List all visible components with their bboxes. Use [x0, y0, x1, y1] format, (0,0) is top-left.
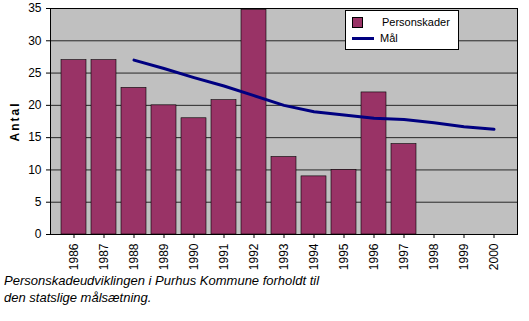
svg-text:1986: 1986	[67, 243, 81, 270]
svg-text:1991: 1991	[217, 243, 231, 270]
svg-text:15: 15	[28, 130, 42, 144]
svg-text:1998: 1998	[427, 243, 441, 270]
svg-text:20: 20	[28, 98, 42, 112]
svg-text:1997: 1997	[397, 243, 411, 270]
svg-text:1996: 1996	[367, 243, 381, 270]
svg-text:30: 30	[28, 34, 42, 48]
svg-text:2000: 2000	[487, 243, 501, 270]
svg-text:5: 5	[35, 195, 42, 209]
svg-text:0: 0	[35, 227, 42, 241]
svg-text:1993: 1993	[277, 243, 291, 270]
svg-text:1995: 1995	[337, 243, 351, 270]
svg-text:10: 10	[28, 163, 42, 177]
svg-text:Antal: Antal	[8, 102, 22, 142]
html-text:Personskadeudviklingen i Purhu: Personskadeudviklingen i Purhus Kommune …	[4, 273, 320, 305]
html-text:Personskader: Personskader	[382, 16, 450, 28]
svg-text:1989: 1989	[157, 243, 171, 270]
svg-text:1988: 1988	[127, 243, 141, 270]
svg-text:1994: 1994	[307, 243, 321, 270]
html-text:Mål: Mål	[380, 32, 398, 44]
svg-text:25: 25	[28, 66, 42, 80]
svg-text:1999: 1999	[457, 243, 471, 270]
svg-text:1987: 1987	[97, 243, 111, 270]
svg-text:35: 35	[28, 1, 42, 15]
svg-text:1990: 1990	[187, 243, 201, 270]
svg-text:1992: 1992	[247, 243, 261, 270]
